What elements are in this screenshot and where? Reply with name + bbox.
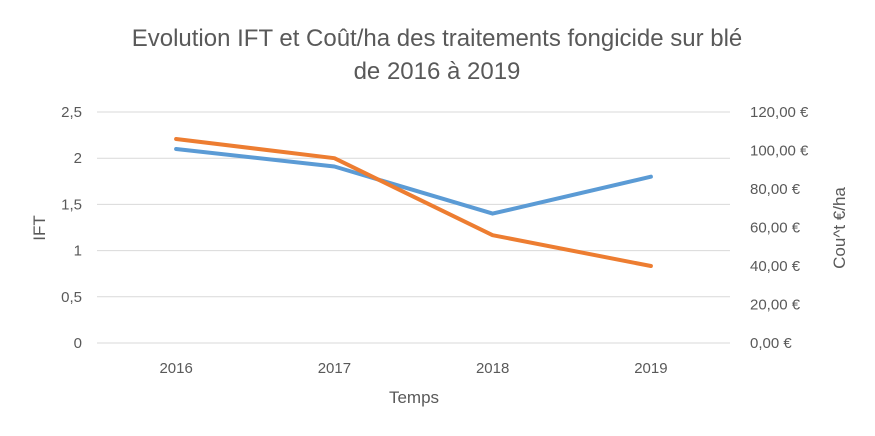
y-right-tick-label: 20,00 € bbox=[750, 297, 801, 314]
y-left-tick-label: 0,5 bbox=[61, 289, 82, 306]
y-left-tick-label: 1 bbox=[74, 243, 82, 260]
y-axis-right-ticks: 0,00 € 20,00 € 40,00 € 60,00 € 80,00 € 100,00… bbox=[750, 104, 809, 352]
series-line-1 bbox=[174, 147, 653, 216]
x-axis-label: Temps bbox=[389, 388, 439, 407]
x-tick-label: 2016 bbox=[159, 360, 192, 377]
y-right-tick-label: 40,00 € bbox=[750, 258, 801, 275]
y-left-tick-label: 1,5 bbox=[61, 196, 82, 213]
y-right-tick-label: 120,00 € bbox=[750, 104, 809, 121]
y-axis-left-label: IFT bbox=[30, 215, 49, 241]
x-tick-label: 2017 bbox=[318, 360, 351, 377]
chart-title-line1: Evolution IFT et Coût/ha des traitements… bbox=[132, 25, 743, 52]
series-line-2 bbox=[174, 137, 653, 268]
x-tick-label: 2018 bbox=[476, 360, 509, 377]
y-right-tick-label: 80,00 € bbox=[750, 181, 801, 198]
y-left-tick-label: 0 bbox=[74, 335, 82, 352]
chart-title-line2: de 2016 à 2019 bbox=[354, 58, 521, 85]
y-axis-left-ticks: 0 0,5 1 1,5 2 2,5 bbox=[61, 104, 82, 352]
x-tick-label: 2019 bbox=[634, 360, 667, 377]
y-right-tick-label: 100,00 € bbox=[750, 143, 809, 160]
x-axis-ticks: 2016 2017 2018 2019 bbox=[159, 360, 667, 377]
y-right-tick-label: 60,00 € bbox=[750, 220, 801, 237]
series-lines bbox=[174, 137, 653, 268]
y-left-tick-label: 2,5 bbox=[61, 104, 82, 121]
gridlines bbox=[97, 111, 730, 344]
y-axis-right-label: Cou^t €/ha bbox=[830, 187, 849, 269]
y-right-tick-label: 0,00 € bbox=[750, 335, 792, 352]
y-left-tick-label: 2 bbox=[74, 150, 82, 167]
